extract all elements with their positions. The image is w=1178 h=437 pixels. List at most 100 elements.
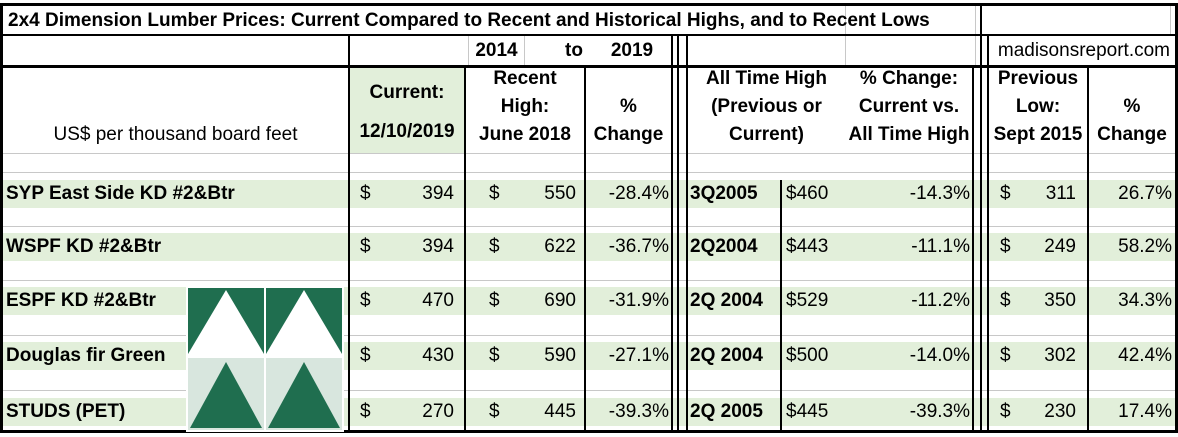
grid-line	[0, 226, 1178, 227]
grid-line	[0, 335, 1178, 336]
ath-date: 2Q 2004	[690, 345, 763, 366]
recent-change: -39.3%	[608, 401, 669, 422]
current-header-date: 12/10/2019	[359, 121, 455, 142]
prev-low-header-1: Previous	[997, 68, 1079, 89]
grid-line	[1170, 4, 1171, 34]
ath-price: $445	[786, 401, 829, 422]
current-value: 430	[422, 345, 454, 366]
low-change: 34.3%	[1118, 290, 1172, 311]
border-line	[780, 180, 782, 433]
current-value: 470	[422, 290, 454, 311]
ath-pct-header-3: All Time High	[848, 124, 970, 145]
source-label: madisonsreport.com	[997, 40, 1170, 61]
low-value: 302	[1044, 345, 1076, 366]
prev-low-header-2: Low:	[1015, 96, 1061, 117]
low-change: 17.4%	[1118, 401, 1172, 422]
ath-change: -14.0%	[909, 345, 970, 366]
low-currency: $	[1000, 236, 1011, 257]
border-line	[671, 34, 673, 433]
low-currency: $	[1000, 401, 1011, 422]
recent-high-value: 622	[544, 236, 576, 257]
border-line	[686, 34, 688, 433]
grid-line	[0, 153, 1178, 154]
ath-pct-header-2: Current vs.	[858, 96, 960, 117]
recent-high-currency: $	[489, 401, 500, 422]
recent-high-currency: $	[489, 183, 500, 204]
grid-line	[0, 172, 1178, 173]
period-from: 2014	[475, 40, 518, 61]
prev-low-header-3: Sept 2015	[993, 124, 1083, 145]
units-label: US$ per thousand board feet	[53, 124, 298, 145]
border-line	[584, 68, 586, 433]
grid-line	[468, 36, 469, 66]
current-value: 394	[422, 236, 454, 257]
low-currency: $	[1000, 290, 1011, 311]
border-line	[980, 4, 982, 433]
low-currency: $	[1000, 183, 1011, 204]
border-line	[348, 34, 350, 433]
ath-pct-header-1: % Change:	[859, 68, 959, 89]
row-name: WSPF KD #2&Btr	[6, 236, 162, 257]
recent-high-currency: $	[489, 236, 500, 257]
recent-high-currency: $	[489, 345, 500, 366]
ath-change: -11.1%	[911, 236, 970, 257]
ath-price: $500	[786, 345, 829, 366]
recent-change: -28.4%	[608, 183, 669, 204]
grid-line	[524, 36, 525, 66]
current-currency: $	[360, 236, 371, 257]
current-currency: $	[360, 345, 371, 366]
border-line	[0, 430, 1178, 433]
current-value: 270	[422, 401, 454, 422]
recent-high-value: 550	[544, 183, 576, 204]
period-to-word: to	[565, 40, 583, 61]
ath-date: 3Q2005	[690, 183, 758, 204]
current-value: 394	[422, 183, 454, 204]
border-line	[0, 65, 1178, 68]
low-change: 58.2%	[1118, 236, 1172, 257]
grid-line	[0, 280, 1178, 281]
low-value: 311	[1045, 183, 1076, 204]
border-line	[987, 34, 989, 433]
low-currency: $	[1000, 345, 1011, 366]
recent-change: -36.7%	[608, 236, 669, 257]
triangles-logo-icon	[186, 286, 344, 432]
recent-high-header-1: Recent	[493, 68, 557, 89]
ath-price: $443	[786, 236, 829, 257]
low-value: 350	[1044, 290, 1076, 311]
recent-high-header-2: High:	[500, 96, 550, 117]
row-name: SYP East Side KD #2&Btr	[6, 183, 235, 204]
current-header-label: Current:	[369, 82, 445, 103]
current-currency: $	[360, 290, 371, 311]
border-line	[972, 68, 974, 433]
low-change: 26.7%	[1118, 183, 1172, 204]
ath-price: $460	[786, 183, 829, 204]
low-value: 249	[1044, 236, 1076, 257]
border-line	[1087, 68, 1089, 433]
ath-price: $529	[786, 290, 829, 311]
recent-high-header-3: June 2018	[479, 124, 571, 145]
grid-line	[0, 390, 1178, 391]
recent-high-currency: $	[489, 290, 500, 311]
table-title: 2x4 Dimension Lumber Prices: Current Com…	[8, 10, 930, 31]
row-name: ESPF KD #2&Btr	[6, 290, 156, 311]
row-name: STUDS (PET)	[6, 401, 126, 422]
recent-pct-header-1: %	[620, 96, 637, 117]
ath-date: 2Q2004	[690, 236, 758, 257]
border-line	[0, 3, 3, 433]
ath-header-2: (Previous or	[711, 96, 822, 117]
recent-high-value: 690	[544, 290, 576, 311]
border-line	[0, 3, 1178, 6]
recent-pct-header-2: Change	[593, 124, 664, 145]
ath-change: -39.3%	[909, 401, 970, 422]
low-change: 42.4%	[1118, 345, 1172, 366]
border-line	[464, 68, 466, 433]
recent-change: -31.9%	[608, 290, 669, 311]
border-line	[1175, 3, 1178, 433]
ath-header-1: All Time High	[705, 68, 828, 89]
border-line	[0, 34, 1178, 36]
low-value: 230	[1044, 401, 1076, 422]
period-to: 2019	[610, 40, 654, 61]
ath-date: 2Q 2004	[690, 290, 763, 311]
recent-high-value: 445	[544, 401, 576, 422]
